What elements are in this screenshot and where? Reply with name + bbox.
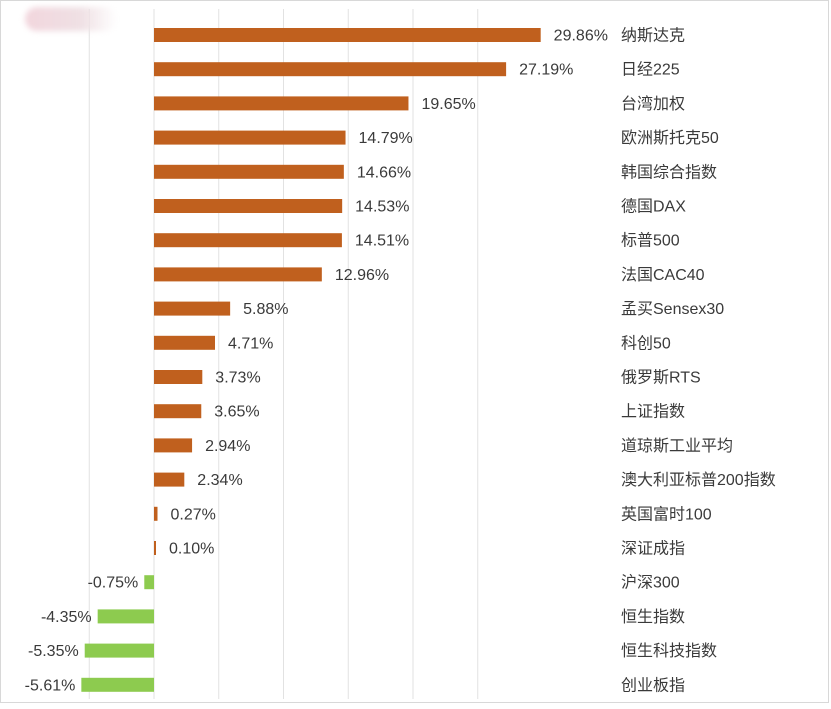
bar (154, 506, 158, 521)
bar (154, 472, 185, 487)
category-label: 孟买Sensex30 (621, 300, 724, 318)
category-label: 纳斯达克 (621, 27, 685, 45)
value-label: 2.94% (205, 438, 250, 455)
value-label: 5.88% (243, 301, 288, 318)
value-label: -4.35% (41, 609, 92, 626)
category-label: 欧洲斯托克50 (621, 129, 719, 147)
category-label: 恒生科技指数 (621, 642, 717, 660)
bar (154, 96, 409, 111)
bar (84, 643, 154, 658)
value-label: 14.51% (355, 233, 409, 250)
value-label: 3.73% (215, 370, 260, 387)
category-label: 韩国综合指数 (621, 163, 717, 181)
category-label: 英国富时100 (621, 505, 712, 523)
category-label: 标普500 (621, 232, 680, 250)
bar (144, 575, 154, 590)
bar (154, 164, 344, 179)
category-label: 俄罗斯RTS (621, 369, 701, 387)
category-label: 恒生指数 (621, 608, 685, 626)
category-label: 科创50 (621, 334, 671, 352)
value-label: 14.53% (355, 199, 409, 216)
bar (154, 438, 193, 453)
category-label: 道琼斯工业平均 (621, 437, 733, 455)
category-label: 深证成指 (621, 540, 685, 558)
bar (154, 541, 156, 555)
bar (154, 301, 231, 316)
value-label: 0.10% (169, 541, 214, 558)
bar (154, 233, 342, 248)
grid-lines (88, 9, 479, 699)
value-label: -5.61% (25, 677, 76, 694)
bars (81, 28, 541, 692)
value-label: 29.86% (554, 28, 608, 45)
bar (81, 677, 154, 692)
bar (154, 335, 215, 350)
value-label: 27.19% (519, 62, 573, 79)
value-label: 3.65% (214, 404, 259, 421)
category-label: 沪深300 (621, 574, 680, 592)
bar (154, 62, 507, 77)
value-label: 0.27% (170, 506, 215, 523)
blurred-watermark (25, 7, 117, 31)
bar (154, 404, 202, 419)
bar (154, 28, 541, 42)
value-label: 4.71% (228, 335, 273, 352)
bar (154, 130, 346, 145)
category-label: 台湾加权 (621, 95, 685, 113)
value-label: 14.66% (357, 164, 411, 181)
category-label: 德国DAX (621, 198, 686, 216)
value-label: 12.96% (335, 267, 389, 284)
value-label: 19.65% (421, 96, 475, 113)
value-label: -0.75% (88, 575, 139, 592)
bar (154, 199, 343, 213)
category-label: 日经225 (621, 61, 680, 79)
category-label: 法国CAC40 (621, 266, 705, 284)
value-label: 2.34% (197, 472, 242, 489)
value-label: -5.35% (28, 643, 79, 660)
category-label: 创业板指 (621, 676, 685, 694)
category-label: 上证指数 (621, 403, 685, 421)
category-label: 澳大利亚标普200指数 (621, 471, 776, 489)
value-label: 14.79% (359, 130, 413, 147)
value-labels: 29.86% 27.19% 19.65% 14.79% 14.66% 14.53% 14.5… (25, 28, 608, 695)
bar (97, 609, 154, 624)
bar (154, 267, 322, 282)
bar (154, 370, 203, 384)
